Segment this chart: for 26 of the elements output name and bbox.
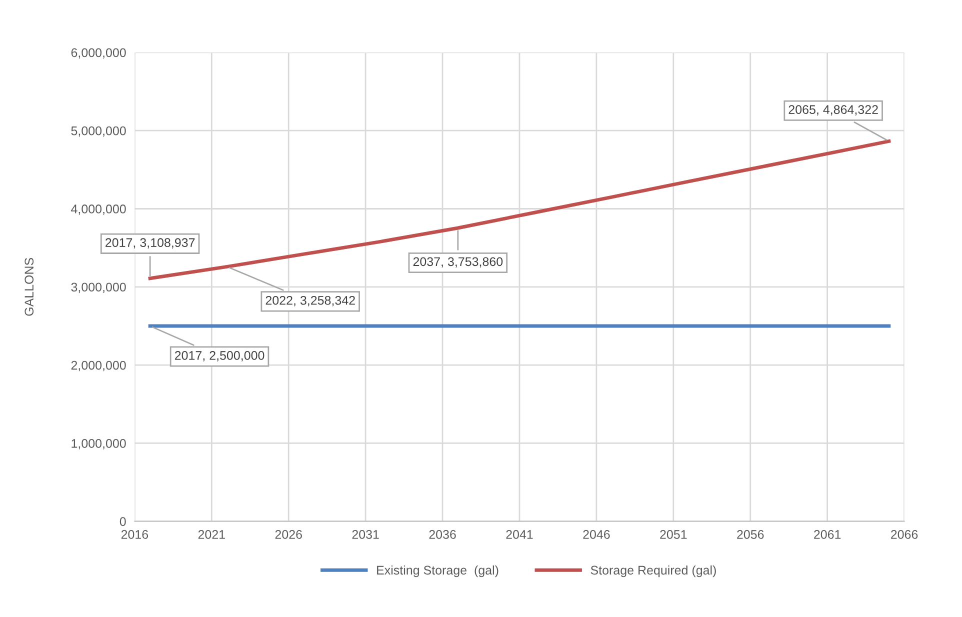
annotation: 2037, 3,753,860 <box>413 257 503 268</box>
y-axis-title: GALLONS <box>24 258 34 316</box>
x-tick-label: 2031 <box>352 530 379 539</box>
y-tick-label: 2,000,000 <box>71 360 126 372</box>
annotation: 2017, 2,500,000 <box>174 351 264 362</box>
y-tick-label: 1,000,000 <box>72 439 126 450</box>
y-tick-label: 4,000,000 <box>71 204 126 215</box>
x-tick-label: 2056 <box>737 530 764 539</box>
y-tick-label: 6,000,000 <box>71 48 126 59</box>
x-tick-label: 2061 <box>814 530 841 539</box>
x-tick-label: 2046 <box>583 530 610 539</box>
x-tick-label: 2066 <box>891 530 918 539</box>
x-tick-label: 2026 <box>275 530 302 539</box>
x-tick-label: 2041 <box>506 530 533 539</box>
y-tick-label: 0 <box>120 517 126 526</box>
x-tick-label: 2051 <box>660 530 687 539</box>
x-tick-label: 2021 <box>198 530 225 539</box>
y-tick-label: 3,000,000 <box>71 282 126 294</box>
y-tick-label: 5,000,000 <box>71 126 126 137</box>
annotation: 2022, 3,258,342 <box>266 296 355 306</box>
annotation: 2065, 4,864,322 <box>788 105 878 116</box>
legend-label: Existing Storage (gal) <box>377 565 498 578</box>
x-tick-label: 2036 <box>429 530 456 539</box>
legend-label: Storage Required (gal) <box>590 565 716 578</box>
x-tick-label: 2016 <box>121 530 148 539</box>
annotation: 2017, 3,108,937 <box>106 238 195 248</box>
